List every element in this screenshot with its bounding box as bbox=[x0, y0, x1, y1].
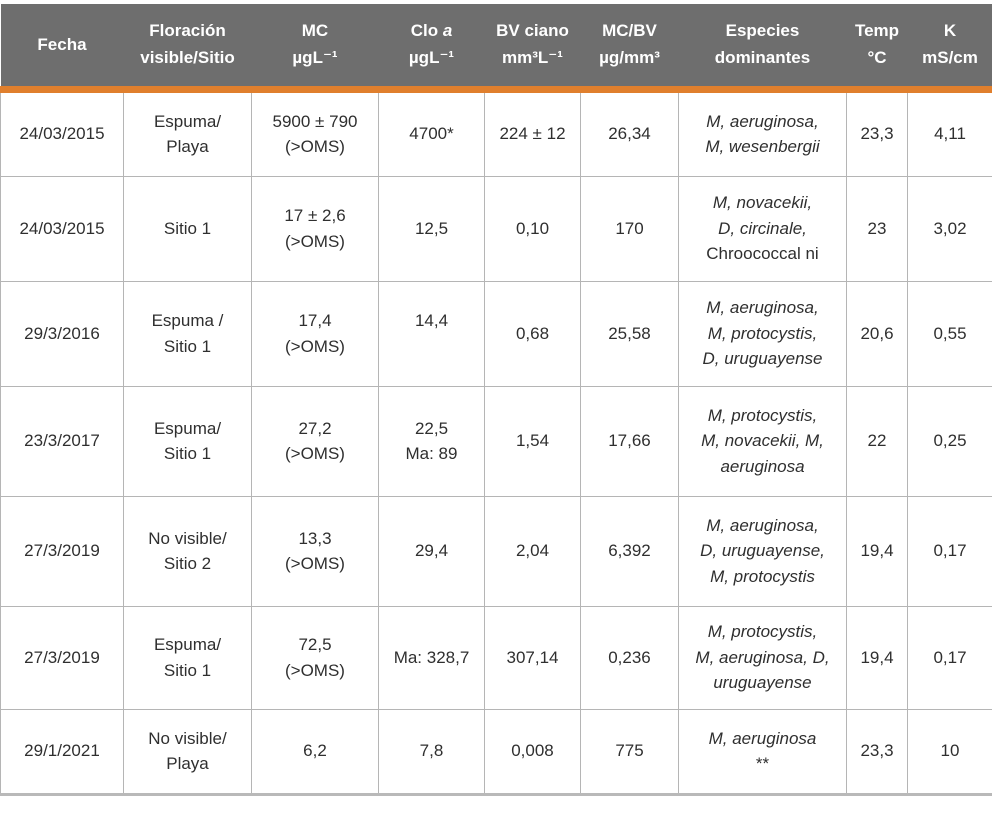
cell-mc-bv: 6,392 bbox=[580, 495, 679, 607]
cell-mc: 27,2 (>OMS) bbox=[251, 385, 379, 497]
cell-clo-a: 7,8 bbox=[378, 708, 485, 795]
cell-mc: 13,3 (>OMS) bbox=[251, 495, 379, 607]
cell-mc-bv: 0,236 bbox=[580, 605, 679, 710]
cyanobacteria-monitoring-table: Fecha Floración visible/Sitio MC µgL⁻¹ C… bbox=[0, 4, 992, 796]
column-header-floracion-visible-sitio: Floración visible/Sitio bbox=[123, 4, 252, 93]
cell-k: 0,25 bbox=[907, 385, 992, 497]
cell-k: 0,17 bbox=[907, 605, 992, 710]
cell-mc-bv: 17,66 bbox=[580, 385, 679, 497]
cell-mc-bv: 25,58 bbox=[580, 280, 679, 387]
cell-especies-dominantes: M, aeruginosa ** bbox=[678, 708, 847, 795]
cell-temp: 22 bbox=[846, 385, 908, 497]
cell-clo-a: 22,5 Ma: 89 bbox=[378, 385, 485, 497]
table-row: 27/3/2019 No visible/ Sitio 2 13,3 (>OMS… bbox=[0, 495, 992, 607]
cell-especies-dominantes: M, aeruginosa, D, uruguayense, M, protoc… bbox=[678, 495, 847, 607]
column-header-mc-bv: MC/BV µg/mm³ bbox=[580, 4, 679, 93]
cell-especies-dominantes: M, aeruginosa, M, wesenbergii bbox=[678, 88, 847, 177]
column-header-clo-a: Clo a µgL⁻¹ bbox=[378, 4, 485, 93]
cell-mc: 17,4 (>OMS) bbox=[251, 280, 379, 387]
cell-mc-bv: 170 bbox=[580, 175, 679, 282]
column-header-temp: Temp °C bbox=[846, 4, 908, 93]
cell-k: 10 bbox=[907, 708, 992, 795]
cell-mc: 17 ± 2,6 (>OMS) bbox=[251, 175, 379, 282]
cell-bv-ciano: 224 ± 12 bbox=[484, 88, 581, 177]
cell-mc-bv: 26,34 bbox=[580, 88, 679, 177]
table-row: 29/3/2016 Espuma / Sitio 1 17,4 (>OMS) 1… bbox=[0, 280, 992, 387]
cell-especies-dominantes: M, protocystis, M, novacekii, M, aerugin… bbox=[678, 385, 847, 497]
cell-floracion: Espuma/ Sitio 1 bbox=[123, 605, 252, 710]
cell-fecha: 24/03/2015 bbox=[0, 175, 124, 282]
cell-fecha: 29/1/2021 bbox=[0, 708, 124, 795]
column-header-especies-dominantes: Especies dominantes bbox=[678, 4, 847, 93]
cell-k: 0,17 bbox=[907, 495, 992, 607]
cell-k: 0,55 bbox=[907, 280, 992, 387]
cell-temp: 19,4 bbox=[846, 605, 908, 710]
table-row: 27/3/2019 Espuma/ Sitio 1 72,5 (>OMS) Ma… bbox=[0, 605, 992, 710]
cell-fecha: 27/3/2019 bbox=[0, 495, 124, 607]
cell-clo-a: 14,4 bbox=[378, 280, 485, 387]
cell-mc: 6,2 bbox=[251, 708, 379, 795]
cell-k: 4,11 bbox=[907, 88, 992, 177]
cell-temp: 19,4 bbox=[846, 495, 908, 607]
cell-bv-ciano: 0,10 bbox=[484, 175, 581, 282]
cell-floracion: Espuma/ Sitio 1 bbox=[123, 385, 252, 497]
cell-temp: 23,3 bbox=[846, 708, 908, 795]
cell-clo-a: 12,5 bbox=[378, 175, 485, 282]
cell-clo-a: Ma: 328,7 bbox=[378, 605, 485, 710]
cell-especies-dominantes: M, protocystis, M, aeruginosa, D, urugua… bbox=[678, 605, 847, 710]
table-header-row: Fecha Floración visible/Sitio MC µgL⁻¹ C… bbox=[0, 4, 992, 93]
cell-floracion: Sitio 1 bbox=[123, 175, 252, 282]
table-row: 24/03/2015 Espuma/ Playa 5900 ± 790 (>OM… bbox=[0, 88, 992, 177]
cell-especies-dominantes: M, novacekii, D, circinale, Chroococcal … bbox=[678, 175, 847, 282]
cell-floracion: Espuma / Sitio 1 bbox=[123, 280, 252, 387]
column-header-fecha: Fecha bbox=[0, 4, 124, 93]
cell-temp: 23,3 bbox=[846, 88, 908, 177]
cell-bv-ciano: 0,008 bbox=[484, 708, 581, 795]
cell-clo-a: 4700* bbox=[378, 88, 485, 177]
column-header-mc: MC µgL⁻¹ bbox=[251, 4, 379, 93]
table-row: 24/03/2015 Sitio 1 17 ± 2,6 (>OMS) 12,5 … bbox=[0, 175, 992, 282]
table-row: 23/3/2017 Espuma/ Sitio 1 27,2 (>OMS) 22… bbox=[0, 385, 992, 497]
cell-fecha: 29/3/2016 bbox=[0, 280, 124, 387]
cell-mc: 72,5 (>OMS) bbox=[251, 605, 379, 710]
cell-bv-ciano: 0,68 bbox=[484, 280, 581, 387]
cell-bv-ciano: 2,04 bbox=[484, 495, 581, 607]
cell-fecha: 23/3/2017 bbox=[0, 385, 124, 497]
cell-bv-ciano: 307,14 bbox=[484, 605, 581, 710]
column-header-bv-ciano: BV ciano mm³L⁻¹ bbox=[484, 4, 581, 93]
cell-mc-bv: 775 bbox=[580, 708, 679, 795]
cell-temp: 20,6 bbox=[846, 280, 908, 387]
cell-floracion: No visible/ Playa bbox=[123, 708, 252, 795]
cell-clo-a: 29,4 bbox=[378, 495, 485, 607]
cell-mc: 5900 ± 790 (>OMS) bbox=[251, 88, 379, 177]
cell-bv-ciano: 1,54 bbox=[484, 385, 581, 497]
cell-fecha: 27/3/2019 bbox=[0, 605, 124, 710]
cell-k: 3,02 bbox=[907, 175, 992, 282]
cell-floracion: Espuma/ Playa bbox=[123, 88, 252, 177]
cell-fecha: 24/03/2015 bbox=[0, 88, 124, 177]
column-header-k: K mS/cm bbox=[907, 4, 992, 93]
cell-temp: 23 bbox=[846, 175, 908, 282]
cell-especies-dominantes: M, aeruginosa, M, protocystis, D, urugua… bbox=[678, 280, 847, 387]
cell-floracion: No visible/ Sitio 2 bbox=[123, 495, 252, 607]
table-row: 29/1/2021 No visible/ Playa 6,2 7,8 0,00… bbox=[0, 708, 992, 795]
